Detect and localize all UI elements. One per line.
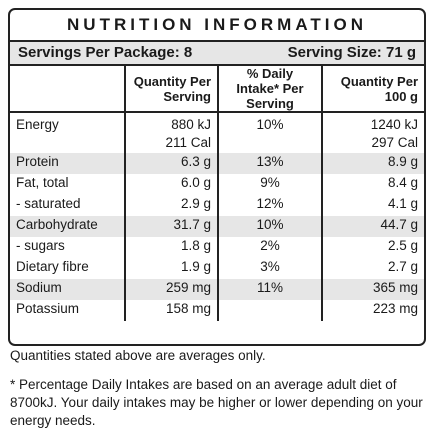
nutrient-name: Sodium	[10, 279, 125, 300]
header-quantity-per-100g: Quantity Per 100 g	[321, 66, 424, 113]
table-row: - saturated 2.9 g 12% 4.1 g	[10, 195, 424, 216]
serving-kj: 880 kJ	[171, 117, 211, 132]
servings-bar: Servings Per Package: 8 Serving Size: 71…	[10, 42, 424, 66]
serving-value: 6.0 g	[124, 174, 218, 195]
daily-intake-value: 10%	[217, 112, 322, 153]
nutrient-name: Energy	[16, 117, 59, 132]
header-daily-intake: % Daily Intake* Per Serving	[217, 66, 322, 113]
per100-value: 2.7 g	[321, 258, 424, 279]
nutrient-name: - sugars	[16, 238, 65, 253]
per100-cal: 297 Cal	[371, 135, 418, 150]
table-row: - sugars 1.8 g 2% 2.5 g	[10, 237, 424, 258]
daily-intake-value: 13%	[217, 153, 322, 174]
nutrient-name: Carbohydrate	[10, 216, 125, 237]
serving-value: 880 kJ 211 Cal	[124, 112, 218, 153]
daily-intake-value: 9%	[217, 174, 322, 195]
daily-intake-value: 2%	[217, 237, 322, 258]
daily-intake-value: 11%	[217, 279, 322, 300]
table-row: Protein 6.3 g 13% 8.9 g	[10, 153, 424, 174]
table-row: Dietary fibre 1.9 g 3% 2.7 g	[10, 258, 424, 279]
serving-value: 1.9 g	[124, 258, 218, 279]
per100-value: 223 mg	[321, 300, 424, 321]
nutrient-name: Fat, total	[16, 175, 69, 190]
nutrient-name: Potassium	[16, 301, 80, 316]
per100-value: 8.4 g	[321, 174, 424, 195]
serving-cal: 211 Cal	[165, 135, 211, 150]
serving-value: 6.3 g	[124, 153, 218, 174]
table-row: Potassium 158 mg 223 mg	[10, 300, 424, 321]
per100-value: 44.7 g	[321, 216, 424, 237]
daily-intake-value: 10%	[217, 216, 322, 237]
per100-value: 1240 kJ 297 Cal	[321, 112, 424, 153]
daily-intake-footnote: * Percentage Daily Intakes are based on …	[10, 377, 423, 428]
nutrient-name: Protein	[10, 153, 125, 174]
serving-value: 2.9 g	[124, 195, 218, 216]
nutrition-table: Quantity Per Serving % Daily Intake* Per…	[10, 66, 424, 321]
daily-intake-value	[217, 300, 322, 321]
nutrition-panel: NUTRITION INFORMATION Servings Per Packa…	[8, 8, 426, 346]
per100-value: 365 mg	[321, 279, 424, 300]
table-row: Carbohydrate 31.7 g 10% 44.7 g	[10, 216, 424, 237]
table-row-energy: Energy 880 kJ 211 Cal 10% 1240 kJ 297 Cal	[10, 112, 424, 153]
daily-intake-value: 12%	[217, 195, 322, 216]
serving-value: 31.7 g	[124, 216, 218, 237]
per100-value: 8.9 g	[321, 153, 424, 174]
serving-value: 158 mg	[124, 300, 218, 321]
header-quantity-per-serving: Quantity Per Serving	[124, 66, 218, 113]
panel-title: NUTRITION INFORMATION	[10, 10, 424, 42]
table-row: Fat, total 6.0 g 9% 8.4 g	[10, 174, 424, 195]
servings-per-package: Servings Per Package: 8	[18, 44, 193, 61]
per100-value: 4.1 g	[321, 195, 424, 216]
averages-footnote: Quantities stated above are averages onl…	[10, 348, 266, 363]
serving-value: 259 mg	[124, 279, 218, 300]
table-header-row: Quantity Per Serving % Daily Intake* Per…	[10, 66, 424, 113]
per100-kj: 1240 kJ	[370, 117, 418, 132]
nutrient-name: Dietary fibre	[16, 259, 89, 274]
header-nutrient	[10, 66, 125, 113]
per100-value: 2.5 g	[321, 237, 424, 258]
serving-size: Serving Size: 71 g	[287, 44, 416, 61]
serving-value: 1.8 g	[124, 237, 218, 258]
daily-intake-value: 3%	[217, 258, 322, 279]
nutrient-name: - saturated	[16, 196, 81, 211]
table-row: Sodium 259 mg 11% 365 mg	[10, 279, 424, 300]
